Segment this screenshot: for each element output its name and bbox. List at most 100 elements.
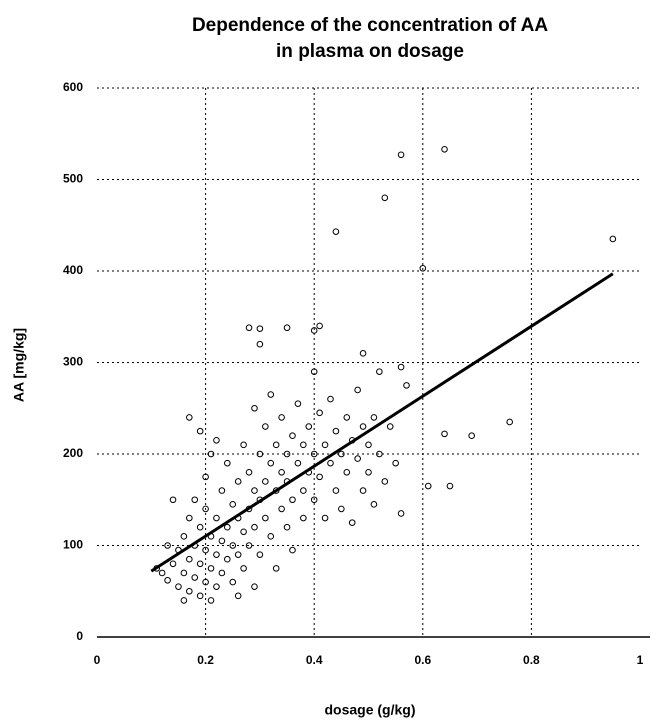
data-point [609, 235, 617, 243]
data-point [207, 450, 215, 458]
data-point [354, 386, 361, 394]
data-point [310, 496, 318, 504]
data-point [224, 555, 231, 563]
data-point [262, 478, 269, 485]
data-point [224, 459, 231, 467]
data-point [365, 441, 372, 449]
data-point [256, 325, 264, 332]
data-point [229, 542, 237, 549]
data-point [196, 523, 204, 531]
data-point [321, 441, 329, 449]
data-point [164, 576, 171, 584]
data-point [202, 473, 209, 481]
data-point [310, 327, 318, 334]
data-point [403, 382, 410, 389]
data-point [321, 514, 329, 522]
data-point [186, 555, 193, 563]
data-point [191, 574, 199, 581]
data-point [283, 450, 291, 458]
data-point [289, 546, 296, 554]
data-point [300, 514, 307, 522]
data-point [213, 514, 220, 522]
data-point [196, 592, 204, 600]
data-point [376, 368, 383, 375]
data-point [327, 459, 334, 467]
data-point [392, 459, 399, 467]
data-point [186, 514, 193, 522]
data-point [175, 583, 182, 590]
data-point [202, 546, 209, 554]
y-tick-label: 0 [76, 629, 83, 643]
data-point [251, 404, 258, 412]
data-point [305, 423, 313, 430]
data-point [343, 469, 351, 476]
data-point [267, 533, 275, 540]
data-point [202, 578, 209, 586]
data-point [213, 551, 220, 558]
data-point [381, 478, 389, 485]
data-point [397, 151, 405, 159]
data-point [262, 514, 269, 522]
x-tick-label: 0.8 [523, 653, 540, 667]
data-point [213, 583, 220, 590]
chart-title: in plasma on dosage [276, 41, 464, 62]
data-point [338, 505, 345, 513]
data-point [386, 423, 394, 430]
data-point [441, 430, 448, 438]
data-point [191, 496, 199, 504]
fit-line [150, 272, 614, 573]
data-point [256, 340, 264, 348]
data-point [218, 569, 226, 577]
data-point [196, 427, 204, 435]
y-axis-label: AA [mg/kg] [11, 328, 27, 402]
data-point [316, 409, 323, 417]
data-point [251, 523, 258, 531]
data-point [180, 569, 188, 577]
data-point [251, 487, 258, 494]
y-tick-label: 500 [63, 172, 83, 186]
data-point [224, 523, 231, 531]
data-point [180, 533, 188, 540]
data-point [506, 418, 513, 426]
data-point [348, 519, 356, 526]
data-point [169, 496, 177, 504]
y-tick-label: 400 [63, 263, 83, 277]
data-point [338, 450, 345, 458]
data-point [272, 565, 280, 572]
data-point [370, 414, 378, 421]
data-point [370, 501, 378, 508]
data-point [397, 510, 405, 517]
data-point [278, 469, 285, 476]
data-point [251, 583, 258, 590]
data-point [316, 473, 323, 481]
data-point [294, 400, 302, 407]
data-point [468, 432, 475, 440]
data-point [283, 523, 291, 531]
data-point [289, 496, 296, 504]
data-point [365, 469, 372, 476]
data-point [278, 505, 285, 513]
data-point [316, 322, 323, 330]
data-point [262, 423, 269, 430]
data-point [245, 324, 253, 332]
data-point [294, 459, 302, 467]
data-point [397, 363, 405, 371]
data-point [245, 469, 253, 476]
data-point [240, 441, 247, 449]
data-point [300, 487, 307, 494]
data-point [186, 587, 193, 595]
x-tick-label: 0 [94, 653, 101, 667]
data-point [376, 450, 383, 458]
data-point [202, 505, 209, 513]
chart-title: Dependence of the concentration of AA [192, 15, 548, 36]
data-point [186, 414, 193, 421]
data-point [256, 450, 264, 458]
data-point [256, 551, 264, 558]
data-point [196, 560, 204, 568]
data-point [300, 441, 307, 449]
data-point [283, 324, 291, 332]
data-point [229, 578, 237, 586]
data-point [441, 146, 448, 153]
data-point [327, 395, 334, 403]
